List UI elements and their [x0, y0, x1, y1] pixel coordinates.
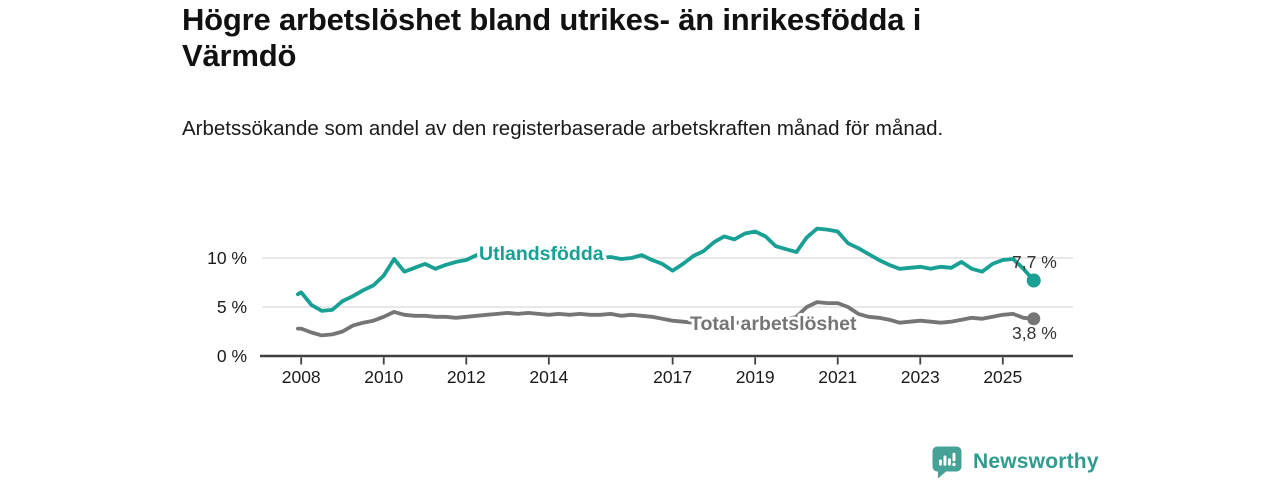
- y-axis-tick-label: 0 %: [217, 346, 247, 366]
- newsworthy-logo: Newsworthy: [932, 444, 1099, 480]
- x-axis-tick-label: 2017: [653, 367, 692, 387]
- series-end-value-label: 7,7 %: [1012, 252, 1057, 272]
- x-axis-tick-label: 2021: [818, 367, 857, 387]
- y-axis-tick-label: 10 %: [207, 248, 247, 268]
- x-axis-tick-label: 2010: [364, 367, 403, 387]
- chart-subtitle: Arbetssökande som andel av den registerb…: [182, 117, 944, 140]
- series-label: Total arbetslöshet: [690, 313, 857, 335]
- newsworthy-logo-icon: [932, 446, 962, 478]
- x-axis-tick-label: 2023: [901, 367, 940, 387]
- x-axis-tick-label: 2014: [529, 367, 568, 387]
- chart-line-utlandsfodda: [295, 226, 1036, 313]
- page-title: Högre arbetslöshet bland utrikes- än inr…: [182, 2, 922, 74]
- series-end-dot: [1027, 312, 1041, 326]
- newsworthy-logo-text: Newsworthy: [973, 450, 1099, 473]
- x-axis-tick-label: 2019: [736, 367, 775, 387]
- y-axis-tick-label: 5 %: [217, 297, 247, 317]
- series-label: Utlandsfödda: [479, 243, 604, 265]
- x-axis-tick-label: 2012: [447, 367, 486, 387]
- x-axis-tick-label: 2025: [983, 367, 1022, 387]
- chart-line-total: [295, 300, 1036, 338]
- x-axis-tick-label: 2008: [282, 367, 321, 387]
- series-end-dot: [1026, 273, 1041, 288]
- series-end-value-label: 3,8 %: [1012, 323, 1057, 343]
